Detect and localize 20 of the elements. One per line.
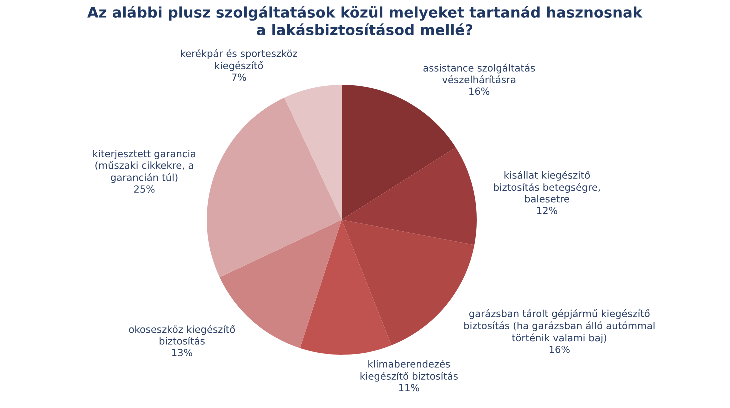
slice-label: kisállat kiegészítő biztosítás betegségre, balesetre [494, 171, 600, 203]
slice-label: kerékpár és sporteszköz kiegészítő [181, 49, 298, 72]
pie-slice [284, 85, 342, 220]
data-label: 16% [550, 346, 570, 354]
slice-label: klímaberendezés kiegészítő biztosítás [360, 360, 458, 382]
data-label: 13% [172, 349, 192, 356]
slice-label: garázsban tárolt gépjármű kiegészítő biztosítás (ha garázsban álló autómmal történik valami baj) [464, 309, 655, 344]
chart-title: Az alábbi plusz szolgáltatások közül melyeket tartanád hasznosnak a lakásbiztosításod mellé? [88, 6, 643, 36]
data-label: 7% [232, 74, 246, 82]
pie-slice [300, 220, 392, 355]
pie-slice [342, 148, 477, 246]
data-label: 25% [134, 186, 155, 193]
data-label: 16% [470, 88, 490, 96]
data-label: 11% [399, 384, 420, 392]
pie-slice [207, 98, 342, 278]
pie-slice [342, 85, 456, 220]
slice-label: kiterjesztett garancia (műszaki cikkekre, a garancián túl) [94, 150, 196, 184]
slice-label: okoseszköz kiegészítő biztosítás [129, 325, 236, 345]
data-label: 12% [537, 207, 558, 214]
slice-label: assistance szolgáltatás vészelhárításra [424, 64, 536, 84]
